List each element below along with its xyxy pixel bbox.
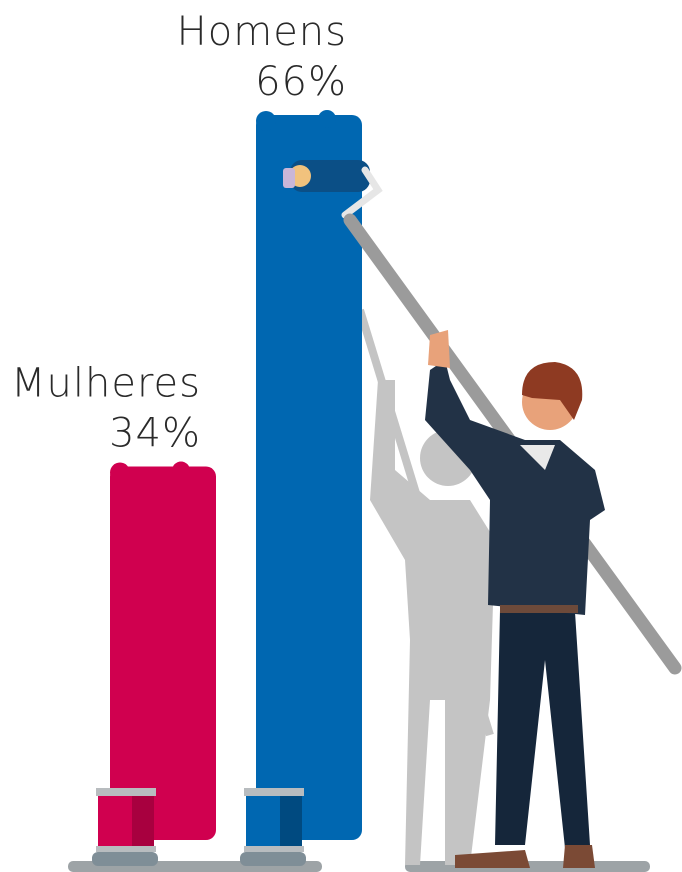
category-label: Homens bbox=[177, 9, 347, 55]
value-label: 34% bbox=[109, 411, 201, 457]
paint-drip bbox=[172, 461, 190, 480]
paint-can bbox=[92, 788, 158, 866]
paint-drip bbox=[318, 110, 336, 128]
bar bbox=[256, 115, 362, 840]
value-label: 66% bbox=[255, 59, 347, 105]
bar bbox=[110, 466, 216, 840]
paint-can bbox=[240, 788, 306, 866]
paint-drip bbox=[256, 111, 276, 131]
painter bbox=[425, 330, 605, 868]
category-label: Mulheres bbox=[11, 361, 201, 407]
bars bbox=[110, 110, 362, 840]
paint-drip bbox=[110, 462, 130, 483]
